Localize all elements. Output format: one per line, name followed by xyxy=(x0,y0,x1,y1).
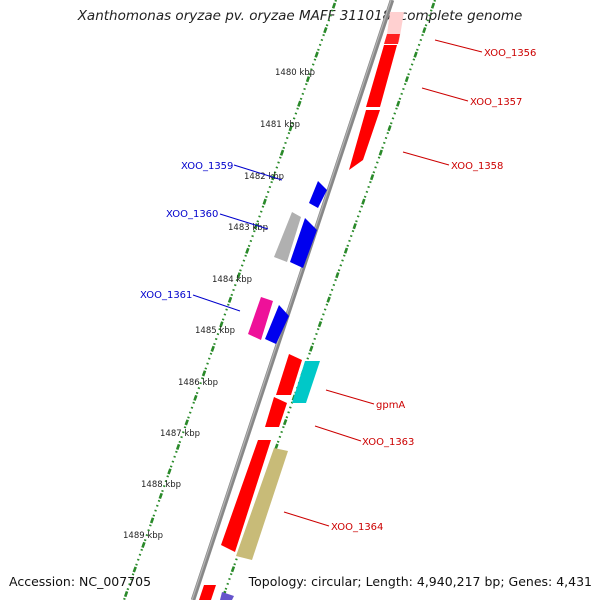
label-xoo-1363[interactable]: XOO_1363 xyxy=(362,437,414,448)
leader-xoo-1357 xyxy=(421,87,469,102)
inner-tick-12 xyxy=(227,296,233,303)
gene-labels: XOO_1356 XOO_1357 XOO_1358 XOO_1359 XOO_… xyxy=(140,48,536,533)
kbp-tick-1483: 1483 kbp xyxy=(228,223,268,233)
gene-xoo-1358[interactable] xyxy=(349,110,380,170)
gene-bottom-purple[interactable] xyxy=(220,592,234,600)
outer-tick-8 xyxy=(361,198,366,205)
gene-xoo-1357[interactable] xyxy=(366,45,397,107)
leader-gpma xyxy=(325,389,375,405)
outer-tick-7 xyxy=(369,174,375,181)
label-xoo-1357[interactable]: XOO_1357 xyxy=(470,97,522,108)
gene-xoo-1363[interactable] xyxy=(221,440,271,552)
map-title: Xanthomonas oryzae pv. oryzae MAFF 31101… xyxy=(77,8,523,24)
backbone-highlight xyxy=(191,0,392,600)
inner-tick-2 xyxy=(314,51,319,58)
leader-xoo-1360 xyxy=(219,213,269,230)
outer-tick-5 xyxy=(387,125,392,132)
kbp-tick-1480: 1480 kbp xyxy=(275,68,315,78)
leader-xoo-1364 xyxy=(283,511,330,527)
gene-xoo-1364[interactable] xyxy=(236,448,288,560)
inner-tick-8 xyxy=(262,198,267,205)
gene-small-red[interactable] xyxy=(265,397,287,427)
inner-tick-13 xyxy=(219,321,224,328)
gene-gpma[interactable] xyxy=(292,361,320,403)
outer-tick-1 xyxy=(422,27,427,34)
accession-text: Accession: NC_007705 xyxy=(9,574,152,589)
kbp-tick-1485: 1485 kbp xyxy=(195,326,235,336)
gene-xoo-1360[interactable] xyxy=(274,212,301,262)
label-xoo-1364[interactable]: XOO_1364 xyxy=(331,522,383,533)
kbp-tick-1486: 1486 kbp xyxy=(178,378,218,388)
outer-tick-14 xyxy=(309,345,314,352)
leader-xoo-1363 xyxy=(314,425,362,442)
inner-tick-18 xyxy=(175,443,181,451)
kbp-tick-1484: 1484 kbp xyxy=(212,275,252,285)
inner-tick-3 xyxy=(305,76,311,83)
outer-tick-9 xyxy=(352,223,357,230)
inner-tick-14 xyxy=(210,345,215,352)
label-xoo-1360[interactable]: XOO_1360 xyxy=(166,209,218,220)
forward-genes xyxy=(199,12,404,600)
inner-tick-0 xyxy=(331,2,337,9)
gene-bottom-red[interactable] xyxy=(199,585,216,600)
inner-tick-5 xyxy=(288,125,293,132)
kbp-tick-1481: 1481 kbp xyxy=(260,120,300,130)
leader-xoo-1358 xyxy=(402,151,450,166)
outer-tick-12 xyxy=(326,296,331,303)
kbp-tick-1482: 1482 kbp xyxy=(244,172,284,182)
outer-tick-2 xyxy=(413,51,418,58)
outer-tick-0 xyxy=(430,2,436,9)
label-xoo-1356[interactable]: XOO_1356 xyxy=(484,48,536,59)
inner-tick-marks xyxy=(123,2,337,598)
inner-tick-9 xyxy=(253,223,259,230)
genome-backbone xyxy=(190,0,395,600)
topology-text: Topology: circular; Length: 4,940,217 bp… xyxy=(248,574,592,589)
outer-tick-23 xyxy=(230,566,236,573)
outer-tick-4 xyxy=(396,100,401,107)
inner-tick-24 xyxy=(123,590,129,598)
gene-xoo-1361-blue[interactable] xyxy=(265,305,289,344)
gene-xoo-1361[interactable] xyxy=(248,297,273,340)
inner-tick-20 xyxy=(158,492,163,500)
gene-xoo-1356[interactable] xyxy=(384,34,400,44)
outer-tick-17 xyxy=(282,419,288,426)
label-xoo-1359[interactable]: XOO_1359 xyxy=(181,161,233,172)
kbp-tick-1489: 1489 kbp xyxy=(123,531,163,541)
outer-tick-6 xyxy=(378,149,383,156)
leader-xoo-1359 xyxy=(233,164,283,181)
kbp-scale: 1480 kbp 1481 kbp 1482 kbp 1483 kbp 1484… xyxy=(123,68,315,541)
outer-tick-13 xyxy=(317,321,323,328)
outer-tick-11 xyxy=(335,272,340,279)
reverse-genes xyxy=(220,181,327,600)
inner-tick-16 xyxy=(193,394,198,401)
label-xoo-1358[interactable]: XOO_1358 xyxy=(451,161,503,172)
inner-tick-19 xyxy=(167,468,172,475)
inner-tick-23 xyxy=(132,566,137,573)
inner-tick-10 xyxy=(245,247,250,254)
label-xoo-1361[interactable]: XOO_1361 xyxy=(140,290,192,301)
inner-tick-11 xyxy=(236,272,241,279)
outer-tick-3 xyxy=(404,76,410,83)
gene-xoo-1360-blue[interactable] xyxy=(290,218,317,268)
gene-gpma-red[interactable] xyxy=(276,354,302,395)
inner-tick-6 xyxy=(279,149,285,156)
kbp-tick-1488: 1488 kbp xyxy=(141,480,181,490)
leader-xoo-1361 xyxy=(192,294,241,312)
inner-tick-4 xyxy=(297,100,302,107)
outer-tick-10 xyxy=(343,247,349,254)
inner-tick-1 xyxy=(323,27,328,34)
label-leaders xyxy=(192,39,483,527)
inner-tick-15 xyxy=(201,370,207,377)
gene-xoo-1359[interactable] xyxy=(309,181,327,208)
leader-xoo-1356 xyxy=(434,39,483,53)
inner-tick-21 xyxy=(149,517,155,524)
kbp-tick-1487: 1487 kbp xyxy=(160,429,200,439)
label-gpma[interactable]: gpmA xyxy=(376,400,405,411)
inner-tick-17 xyxy=(184,419,189,426)
inner-tick-22 xyxy=(141,541,146,549)
